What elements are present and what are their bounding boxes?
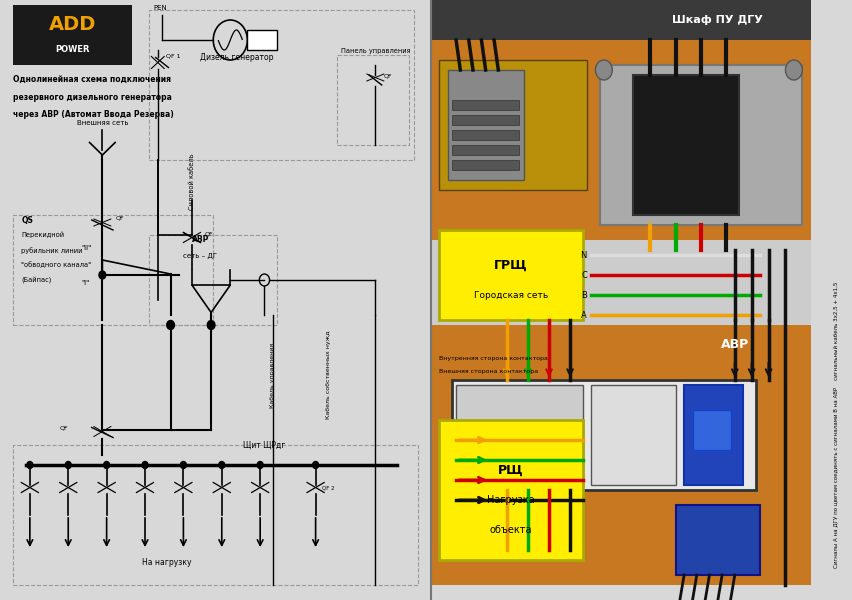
Bar: [430, 0, 809, 40]
Text: Щит ЩРдг: Щит ЩРдг: [243, 440, 285, 449]
Bar: [430, 240, 809, 325]
Text: "II": "II": [81, 245, 91, 251]
Text: QF: QF: [383, 73, 392, 79]
Text: Шкаф ПУ ДГУ: Шкаф ПУ ДГУ: [671, 15, 763, 25]
Text: Внешняя сеть: Внешняя сеть: [77, 120, 128, 126]
Circle shape: [257, 461, 262, 469]
Bar: [692, 410, 729, 450]
Bar: [452, 100, 519, 110]
Bar: [452, 380, 755, 490]
Text: Силовой кабель: Силовой кабель: [188, 154, 195, 210]
Circle shape: [27, 461, 32, 469]
Circle shape: [785, 60, 802, 80]
Text: РЩ: РЩ: [498, 463, 523, 476]
Bar: [447, 70, 523, 180]
Bar: [439, 230, 582, 320]
Bar: [599, 65, 802, 225]
Text: Кабель собственных нужд: Кабель собственных нужд: [325, 331, 331, 419]
Circle shape: [181, 461, 186, 469]
Text: QF 1: QF 1: [166, 53, 181, 58]
Text: QF 2: QF 2: [321, 486, 334, 491]
Circle shape: [104, 461, 109, 469]
Text: QF: QF: [115, 216, 124, 221]
Text: Сигналы А на ДГУ по цветам соединять с сигналами В на АВР    сигнальный кабель 3: Сигналы А на ДГУ по цветам соединять с с…: [832, 282, 838, 568]
Text: PEN: PEN: [153, 5, 167, 11]
Text: C: C: [580, 271, 586, 280]
Text: резервного дизельного генератора: резервного дизельного генератора: [13, 92, 171, 101]
Text: АВР: АВР: [192, 235, 209, 245]
Text: QF: QF: [204, 231, 213, 236]
Text: "I": "I": [81, 280, 89, 286]
Text: сеть – ДГ: сеть – ДГ: [183, 253, 217, 259]
Circle shape: [65, 461, 72, 469]
Text: Городская сеть: Городская сеть: [474, 290, 548, 299]
Bar: [452, 115, 519, 125]
Circle shape: [218, 461, 225, 469]
Circle shape: [99, 271, 106, 279]
Text: объекта: объекта: [489, 525, 532, 535]
Circle shape: [167, 320, 175, 329]
Text: Кабель управления: Кабель управления: [270, 343, 275, 407]
Bar: [439, 60, 586, 190]
Text: Внешняя сторона контактора: Внешняя сторона контактора: [439, 368, 538, 373]
Text: АВР: АВР: [720, 338, 748, 352]
Bar: [452, 160, 519, 170]
Bar: [633, 75, 738, 215]
Bar: [452, 145, 519, 155]
Text: Нагрузка: Нагрузка: [486, 495, 534, 505]
Bar: [675, 505, 759, 575]
Bar: [430, 325, 809, 585]
Text: Панель управления: Панель управления: [341, 47, 411, 53]
Text: Перекидной: Перекидной: [21, 232, 65, 238]
Text: QS: QS: [21, 215, 33, 224]
Text: B: B: [580, 290, 586, 299]
Text: рубильник линии: рубильник линии: [21, 247, 83, 253]
Bar: [247, 30, 277, 50]
Text: Дизель генератор: Дизель генератор: [200, 53, 273, 62]
Text: A: A: [580, 311, 586, 319]
Text: Однолинейная схема подключения: Однолинейная схема подключения: [13, 75, 170, 84]
Text: QF: QF: [60, 426, 68, 431]
Bar: [452, 130, 519, 140]
Bar: [683, 385, 742, 485]
Bar: [430, 0, 809, 240]
Bar: [590, 385, 675, 485]
Text: На нагрузку: На нагрузку: [141, 558, 191, 567]
Text: через АВР (Автомат Ввода Резерва): через АВР (Автомат Ввода Резерва): [13, 110, 173, 119]
Text: ADD: ADD: [49, 16, 96, 34]
Text: "обводного канала": "обводного канала": [21, 262, 91, 269]
Bar: [439, 420, 582, 560]
Text: ГРЩ: ГРЩ: [493, 259, 527, 271]
Text: (Байпас): (Байпас): [21, 277, 52, 284]
Text: N: N: [580, 251, 586, 259]
Bar: [456, 385, 582, 485]
Text: Внутренняя сторона контактора: Внутренняя сторона контактора: [439, 356, 548, 361]
Text: POWER: POWER: [55, 46, 89, 55]
Circle shape: [141, 461, 148, 469]
Bar: [13, 5, 132, 65]
Circle shape: [207, 320, 215, 329]
Circle shape: [312, 461, 319, 469]
Circle shape: [595, 60, 612, 80]
